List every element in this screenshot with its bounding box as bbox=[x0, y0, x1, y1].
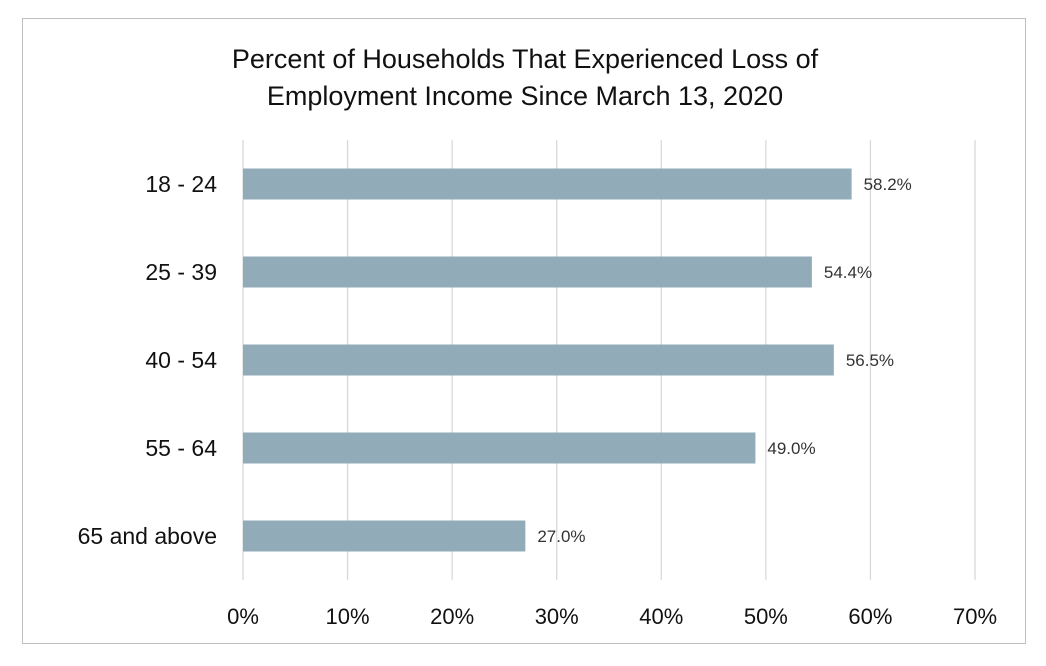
category-label: 18 - 24 bbox=[145, 171, 217, 197]
data-label: 27.0% bbox=[537, 527, 585, 546]
x-tick-label: 50% bbox=[744, 604, 788, 629]
category-label: 65 and above bbox=[78, 523, 217, 549]
x-tick-label: 10% bbox=[326, 604, 370, 629]
bar bbox=[243, 520, 526, 552]
chart-title-line-1: Percent of Households That Experienced L… bbox=[231, 44, 819, 74]
x-tick-label: 70% bbox=[953, 604, 997, 629]
chart-title: Percent of Households That Experienced L… bbox=[23, 41, 1027, 115]
data-label: 54.4% bbox=[824, 263, 872, 282]
bar bbox=[243, 344, 834, 376]
x-tick-label: 60% bbox=[848, 604, 892, 629]
bar bbox=[243, 256, 812, 288]
data-label: 58.2% bbox=[864, 175, 912, 194]
category-label: 40 - 54 bbox=[145, 347, 217, 373]
data-label: 49.0% bbox=[767, 439, 815, 458]
chart-title-line-2: Employment Income Since March 13, 2020 bbox=[266, 81, 784, 111]
bar bbox=[243, 432, 756, 464]
data-label: 56.5% bbox=[846, 351, 894, 370]
x-tick-label: 0% bbox=[227, 604, 259, 629]
x-tick-label: 30% bbox=[535, 604, 579, 629]
category-label: 25 - 39 bbox=[145, 259, 217, 285]
bar bbox=[243, 168, 852, 200]
category-label: 55 - 64 bbox=[145, 435, 217, 461]
x-tick-label: 40% bbox=[639, 604, 683, 629]
x-tick-label: 20% bbox=[430, 604, 474, 629]
